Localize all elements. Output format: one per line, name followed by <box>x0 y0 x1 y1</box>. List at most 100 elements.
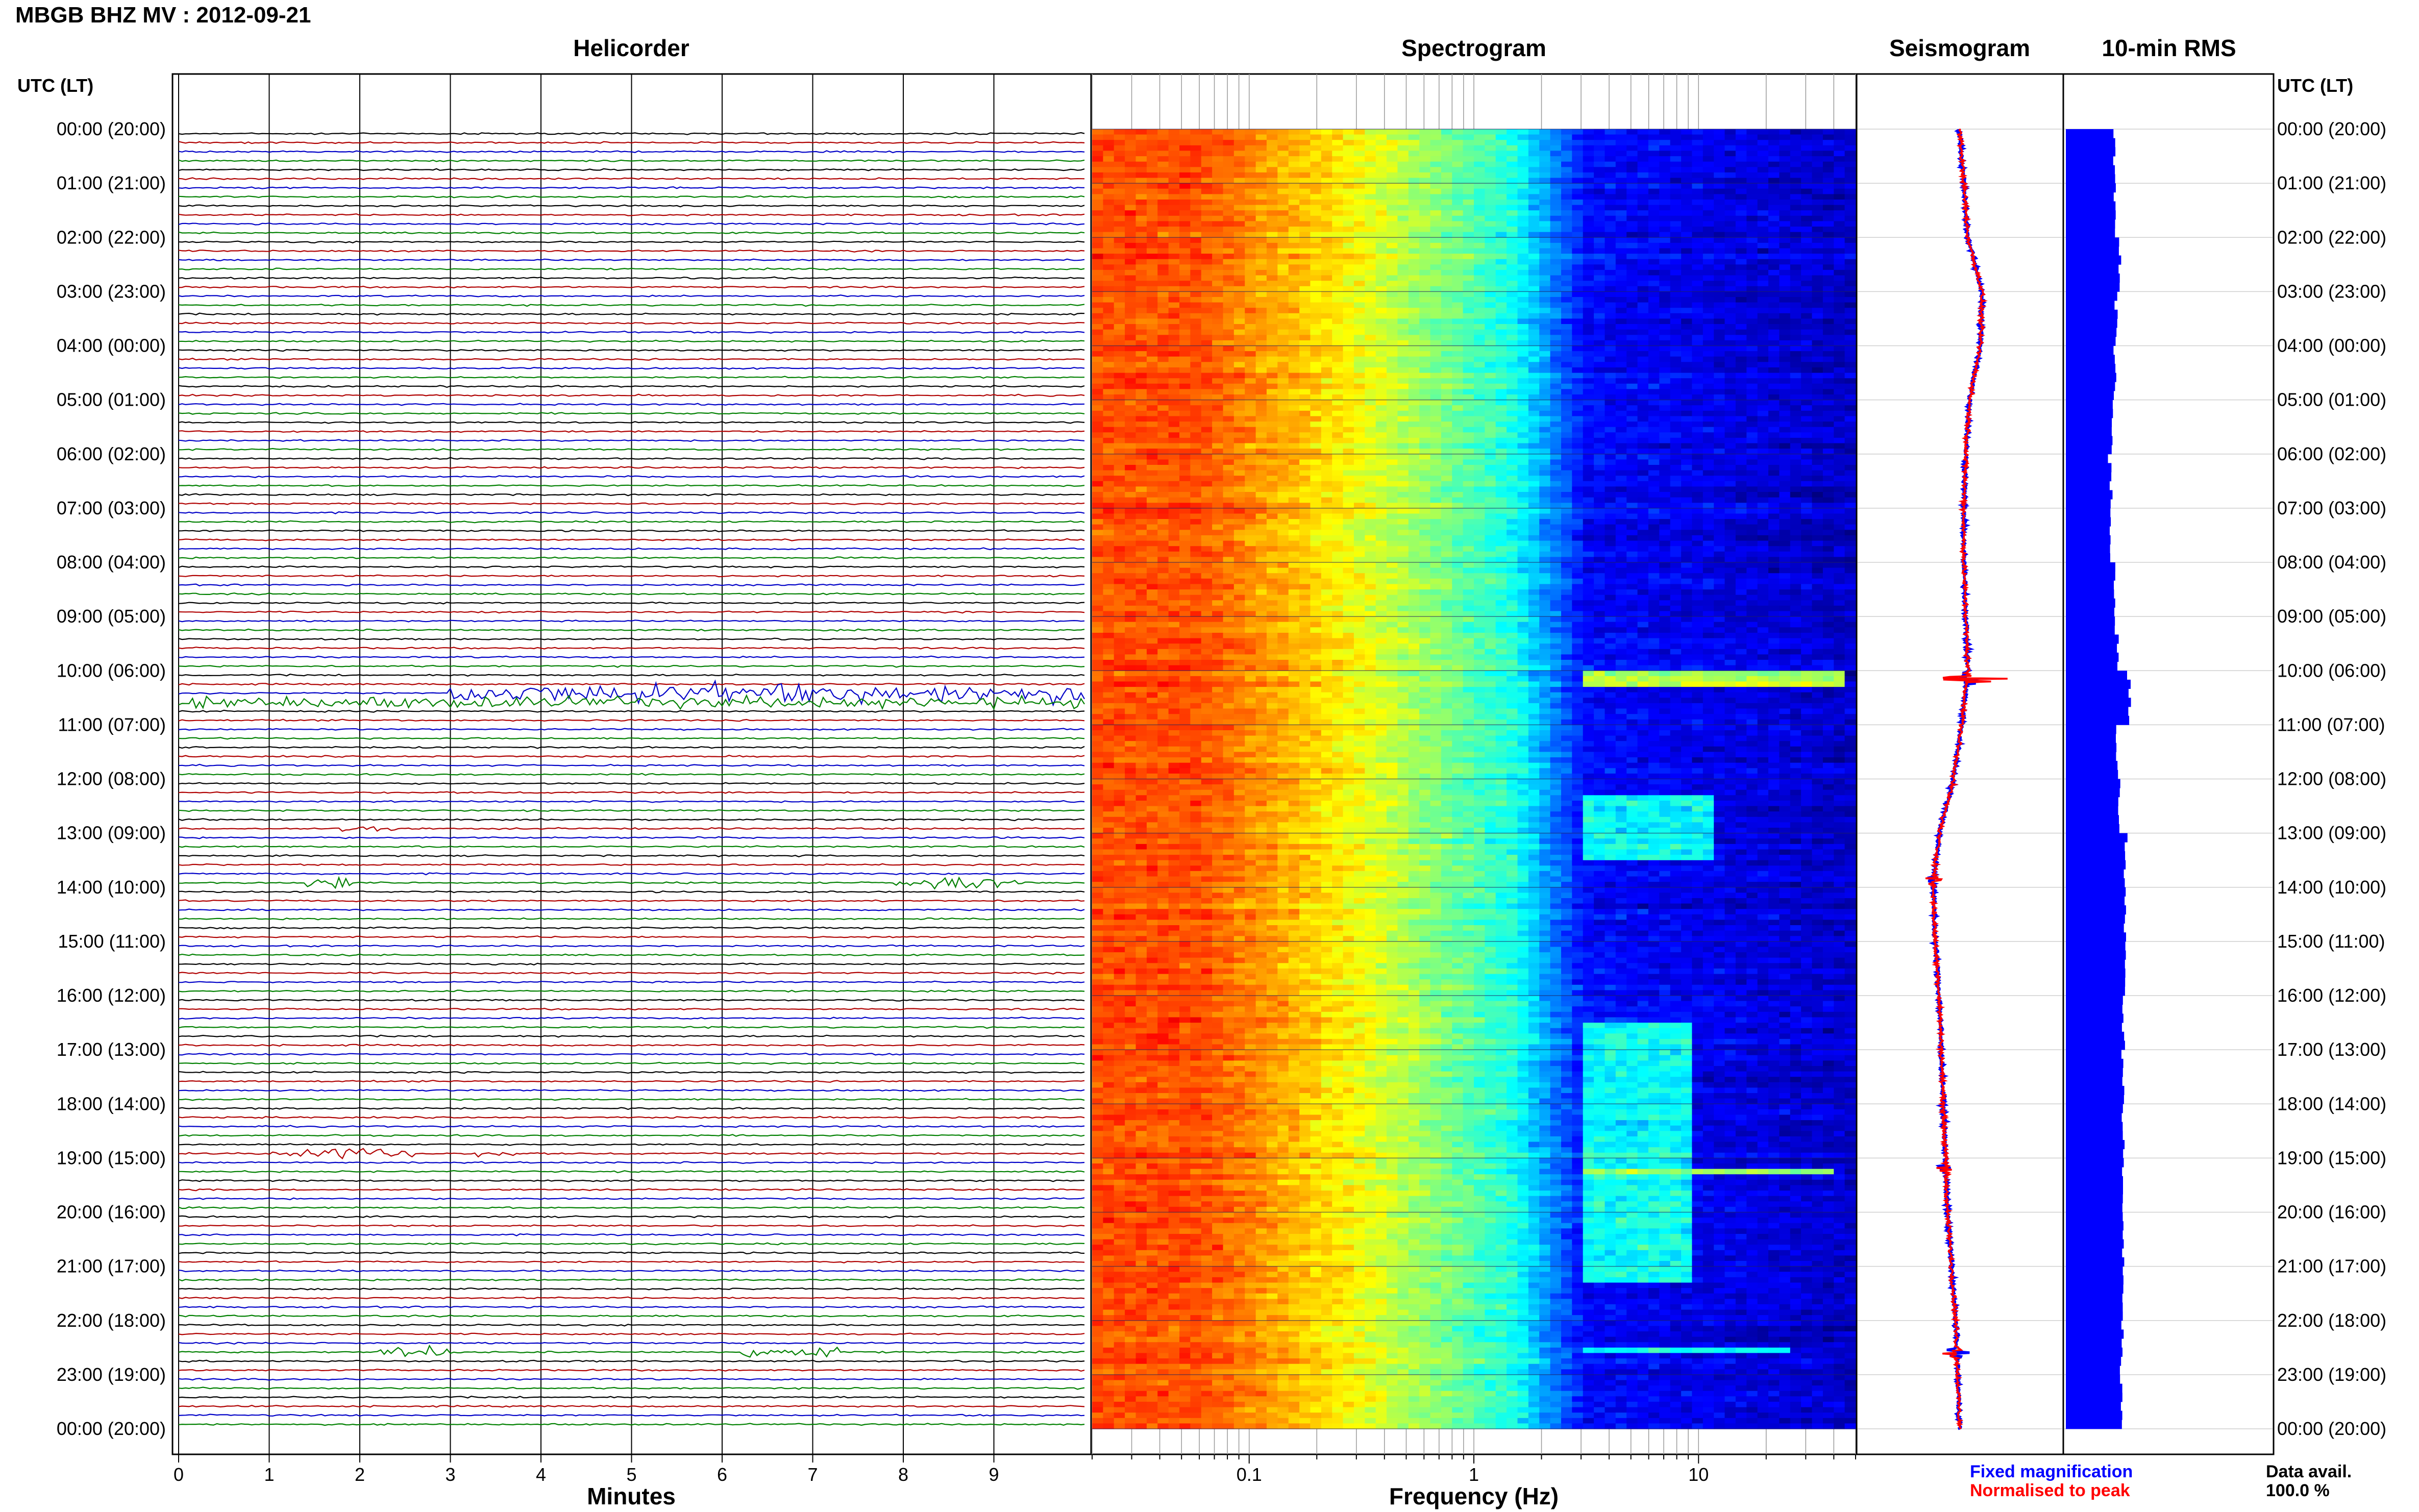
spectrogram-cell <box>1735 134 1747 140</box>
spectrogram-cell <box>1495 394 1507 401</box>
spectrogram-cell <box>1114 470 1125 476</box>
spectrogram-cell <box>1419 151 1431 157</box>
spectrogram-cell <box>1474 248 1485 254</box>
spectrogram-cell <box>1146 356 1158 362</box>
spectrogram-cell <box>1724 313 1736 319</box>
spectrogram-cell <box>1201 151 1213 157</box>
spectrogram-cell <box>1125 465 1137 471</box>
spectrogram-cell <box>1648 476 1660 482</box>
spectrogram-cell <box>1179 172 1191 179</box>
spectrogram-cell <box>1822 281 1834 287</box>
spectrogram-cell <box>1408 248 1420 254</box>
spectrogram-cell <box>1353 367 1365 374</box>
spectrogram-cell <box>1702 167 1714 173</box>
spectrogram-cell <box>1485 183 1496 189</box>
spectrogram-cell <box>1812 140 1823 146</box>
helicorder-trace <box>178 385 1085 388</box>
helicorder-trace <box>178 809 1085 812</box>
spectrogram-cell <box>1528 313 1540 319</box>
spectrogram-cell <box>1615 286 1627 292</box>
spectrogram-cell <box>1681 437 1693 444</box>
spectrogram-cell <box>1277 178 1289 184</box>
spectrogram-cell <box>1735 145 1747 151</box>
spectrogram-cell <box>1103 389 1115 395</box>
spectrogram-cell <box>1474 215 1485 221</box>
spectrogram-cell <box>1397 156 1409 162</box>
spectrogram-cell <box>1834 416 1845 422</box>
spectrogram-cell <box>1375 324 1387 330</box>
spectrogram-cell <box>1365 410 1376 417</box>
spectrogram-cell <box>1419 302 1431 308</box>
spectrogram-cell <box>1572 172 1584 179</box>
spectrogram-cell <box>1702 340 1714 346</box>
spectrogram-cell <box>1626 405 1638 411</box>
spectrogram-cell <box>1310 291 1322 298</box>
spectrogram-cell <box>1692 167 1704 173</box>
spectrogram-cell <box>1397 194 1409 200</box>
spectrogram-cell <box>1233 308 1245 314</box>
spectrogram-cell <box>1605 313 1616 319</box>
spectrogram-cell <box>1768 302 1780 308</box>
spectrogram-cell <box>1528 459 1540 465</box>
spectrogram-cell <box>1233 194 1245 200</box>
spectrogram-cell <box>1321 210 1332 216</box>
spectrogram-cell <box>1441 449 1452 455</box>
spectrogram-cell <box>1746 367 1758 374</box>
spectrogram-cell <box>1146 437 1158 444</box>
spectrogram-cell <box>1507 373 1518 379</box>
spectrogram-cell <box>1375 151 1387 157</box>
spectrogram-cell <box>1430 259 1442 265</box>
spectrogram-cell <box>1735 329 1747 335</box>
spectrogram-cell <box>1605 345 1616 352</box>
spectrogram-cell <box>1757 432 1769 438</box>
seismogram-title: Seismogram <box>1889 35 2030 61</box>
spectrogram-cell <box>1801 242 1813 249</box>
spectrogram-cell <box>1670 178 1682 184</box>
spectrogram-cell <box>1801 410 1813 417</box>
spectrogram-cell <box>1812 183 1823 189</box>
spectrogram-cell <box>1463 335 1474 341</box>
spectrogram-cell <box>1310 172 1322 179</box>
spectrogram-cell <box>1201 405 1213 411</box>
spectrogram-cell <box>1681 383 1693 389</box>
spectrogram-cell <box>1092 427 1103 433</box>
spectrogram-cell <box>1375 459 1387 465</box>
spectrogram-cell <box>1255 259 1267 265</box>
spectrogram-cell <box>1310 476 1322 482</box>
spectrogram-cell <box>1452 291 1464 298</box>
spectrogram-cell <box>1659 281 1671 287</box>
spectrogram-cell <box>1474 286 1485 292</box>
spectrogram-cell <box>1375 145 1387 151</box>
spectrogram-cell <box>1746 486 1758 492</box>
spectrogram-cell <box>1724 378 1736 384</box>
spectrogram-cell <box>1452 437 1464 444</box>
spectrogram-cell <box>1321 367 1332 374</box>
spectrogram-cell <box>1714 329 1725 335</box>
spectrogram-cell <box>1375 313 1387 319</box>
spectrogram-cell <box>1266 308 1278 314</box>
helicorder-trace <box>179 854 1085 858</box>
spectrogram-cell <box>1594 459 1606 465</box>
spectrogram-cell <box>1332 151 1344 157</box>
spectrogram-cell <box>1790 200 1801 206</box>
spectrogram-cell <box>1572 281 1584 287</box>
spectrogram-cell <box>1114 281 1125 287</box>
spectrogram-cell <box>1659 291 1671 298</box>
spectrogram-cell <box>1201 302 1213 308</box>
spectrogram-cell <box>1801 232 1813 238</box>
spectrogram-cell <box>1801 281 1813 287</box>
spectrogram-cell <box>1168 215 1180 221</box>
spectrogram-cell <box>1572 432 1584 438</box>
spectrogram-cell <box>1419 459 1431 465</box>
spectrogram-cell <box>1114 297 1125 303</box>
spectrogram-cell <box>1768 476 1780 482</box>
spectrogram-cell <box>1539 318 1551 325</box>
spectrogram-cell <box>1430 405 1442 411</box>
spectrogram-cell <box>1245 432 1256 438</box>
spectrogram-cell <box>1233 432 1245 438</box>
spectrogram-cell <box>1474 308 1485 314</box>
spectrogram-cell <box>1550 400 1562 406</box>
spectrogram-cell <box>1463 269 1474 276</box>
spectrogram-cell <box>1266 432 1278 438</box>
helicorder-trace <box>178 231 1085 235</box>
